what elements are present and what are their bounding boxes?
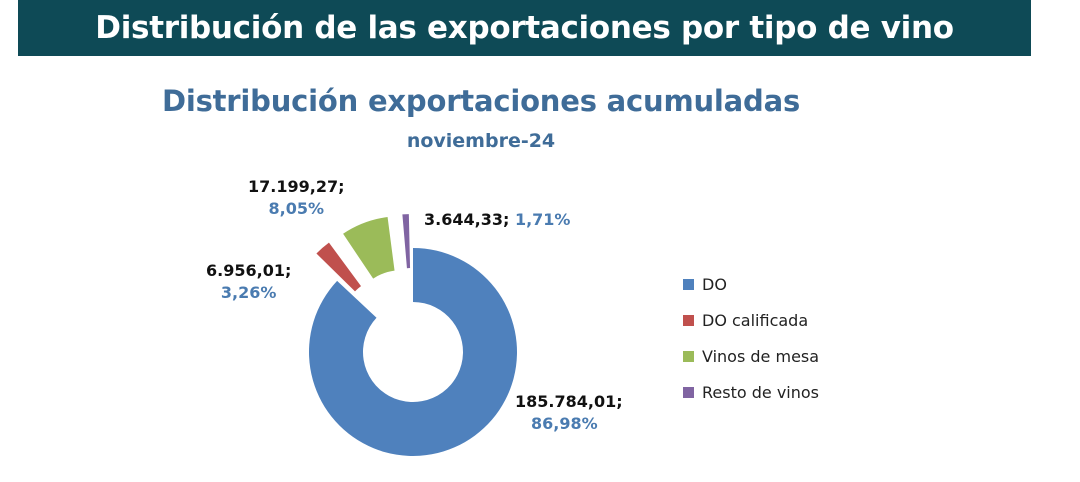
data-label-do-value: 185.784,01; — [515, 392, 623, 411]
slice-do — [309, 248, 518, 457]
legend-item-vinos-de-mesa: Vinos de mesa — [683, 338, 819, 374]
header-banner: Distribución de las exportaciones por ti… — [18, 0, 1031, 56]
legend-label-vinos-de-mesa: Vinos de mesa — [702, 346, 820, 366]
data-label-vinos-de-mesa-percent: 8,05% — [268, 199, 324, 218]
legend-swatch-resto-de-vinos — [683, 386, 694, 398]
legend-label-do: DO — [702, 274, 727, 294]
legend-swatch-do-calificada — [683, 314, 694, 326]
legend-swatch-do — [683, 278, 694, 290]
data-label-resto-de-vinos-percent: 1,71% — [514, 210, 571, 229]
data-label-vinos-de-mesa: 17.199,27; 8,05% — [248, 176, 344, 220]
chart-title: Distribución exportaciones acumuladas — [161, 84, 801, 118]
data-label-vinos-de-mesa-value: 17.199,27; — [248, 177, 345, 196]
legend-swatch-vinos-de-mesa — [683, 350, 694, 362]
data-label-do-calificada-value: 6.956,01; — [206, 261, 292, 280]
slice-do-calificada — [316, 242, 362, 292]
data-label-resto-de-vinos: 3.644,33; 1,71% — [424, 209, 570, 231]
data-label-resto-de-vinos-value: 3.644,33; — [424, 210, 510, 229]
chart-legend: DO DO calificada Vinos de mesa Resto de … — [683, 266, 819, 410]
data-label-do-calificada: 6.956,01; 3,26% — [206, 260, 291, 304]
legend-label-resto-de-vinos: Resto de vinos — [702, 382, 819, 402]
chart-subtitle: noviembre-24 — [406, 130, 556, 152]
page-title: Distribución de las exportaciones por ti… — [95, 10, 954, 46]
legend-item-do: DO — [683, 266, 819, 302]
data-label-do-calificada-percent: 3,26% — [220, 283, 277, 302]
slice-resto-de-vinos — [402, 214, 411, 269]
legend-item-resto-de-vinos: Resto de vinos — [683, 374, 819, 410]
slice-vinos-de-mesa — [343, 217, 395, 279]
data-label-do-percent: 86,98% — [531, 414, 598, 433]
legend-label-do-calificada: DO calificada — [702, 310, 809, 330]
data-label-do: 185.784,01; 86,98% — [515, 391, 623, 435]
legend-item-do-calificada: DO calificada — [683, 302, 819, 338]
